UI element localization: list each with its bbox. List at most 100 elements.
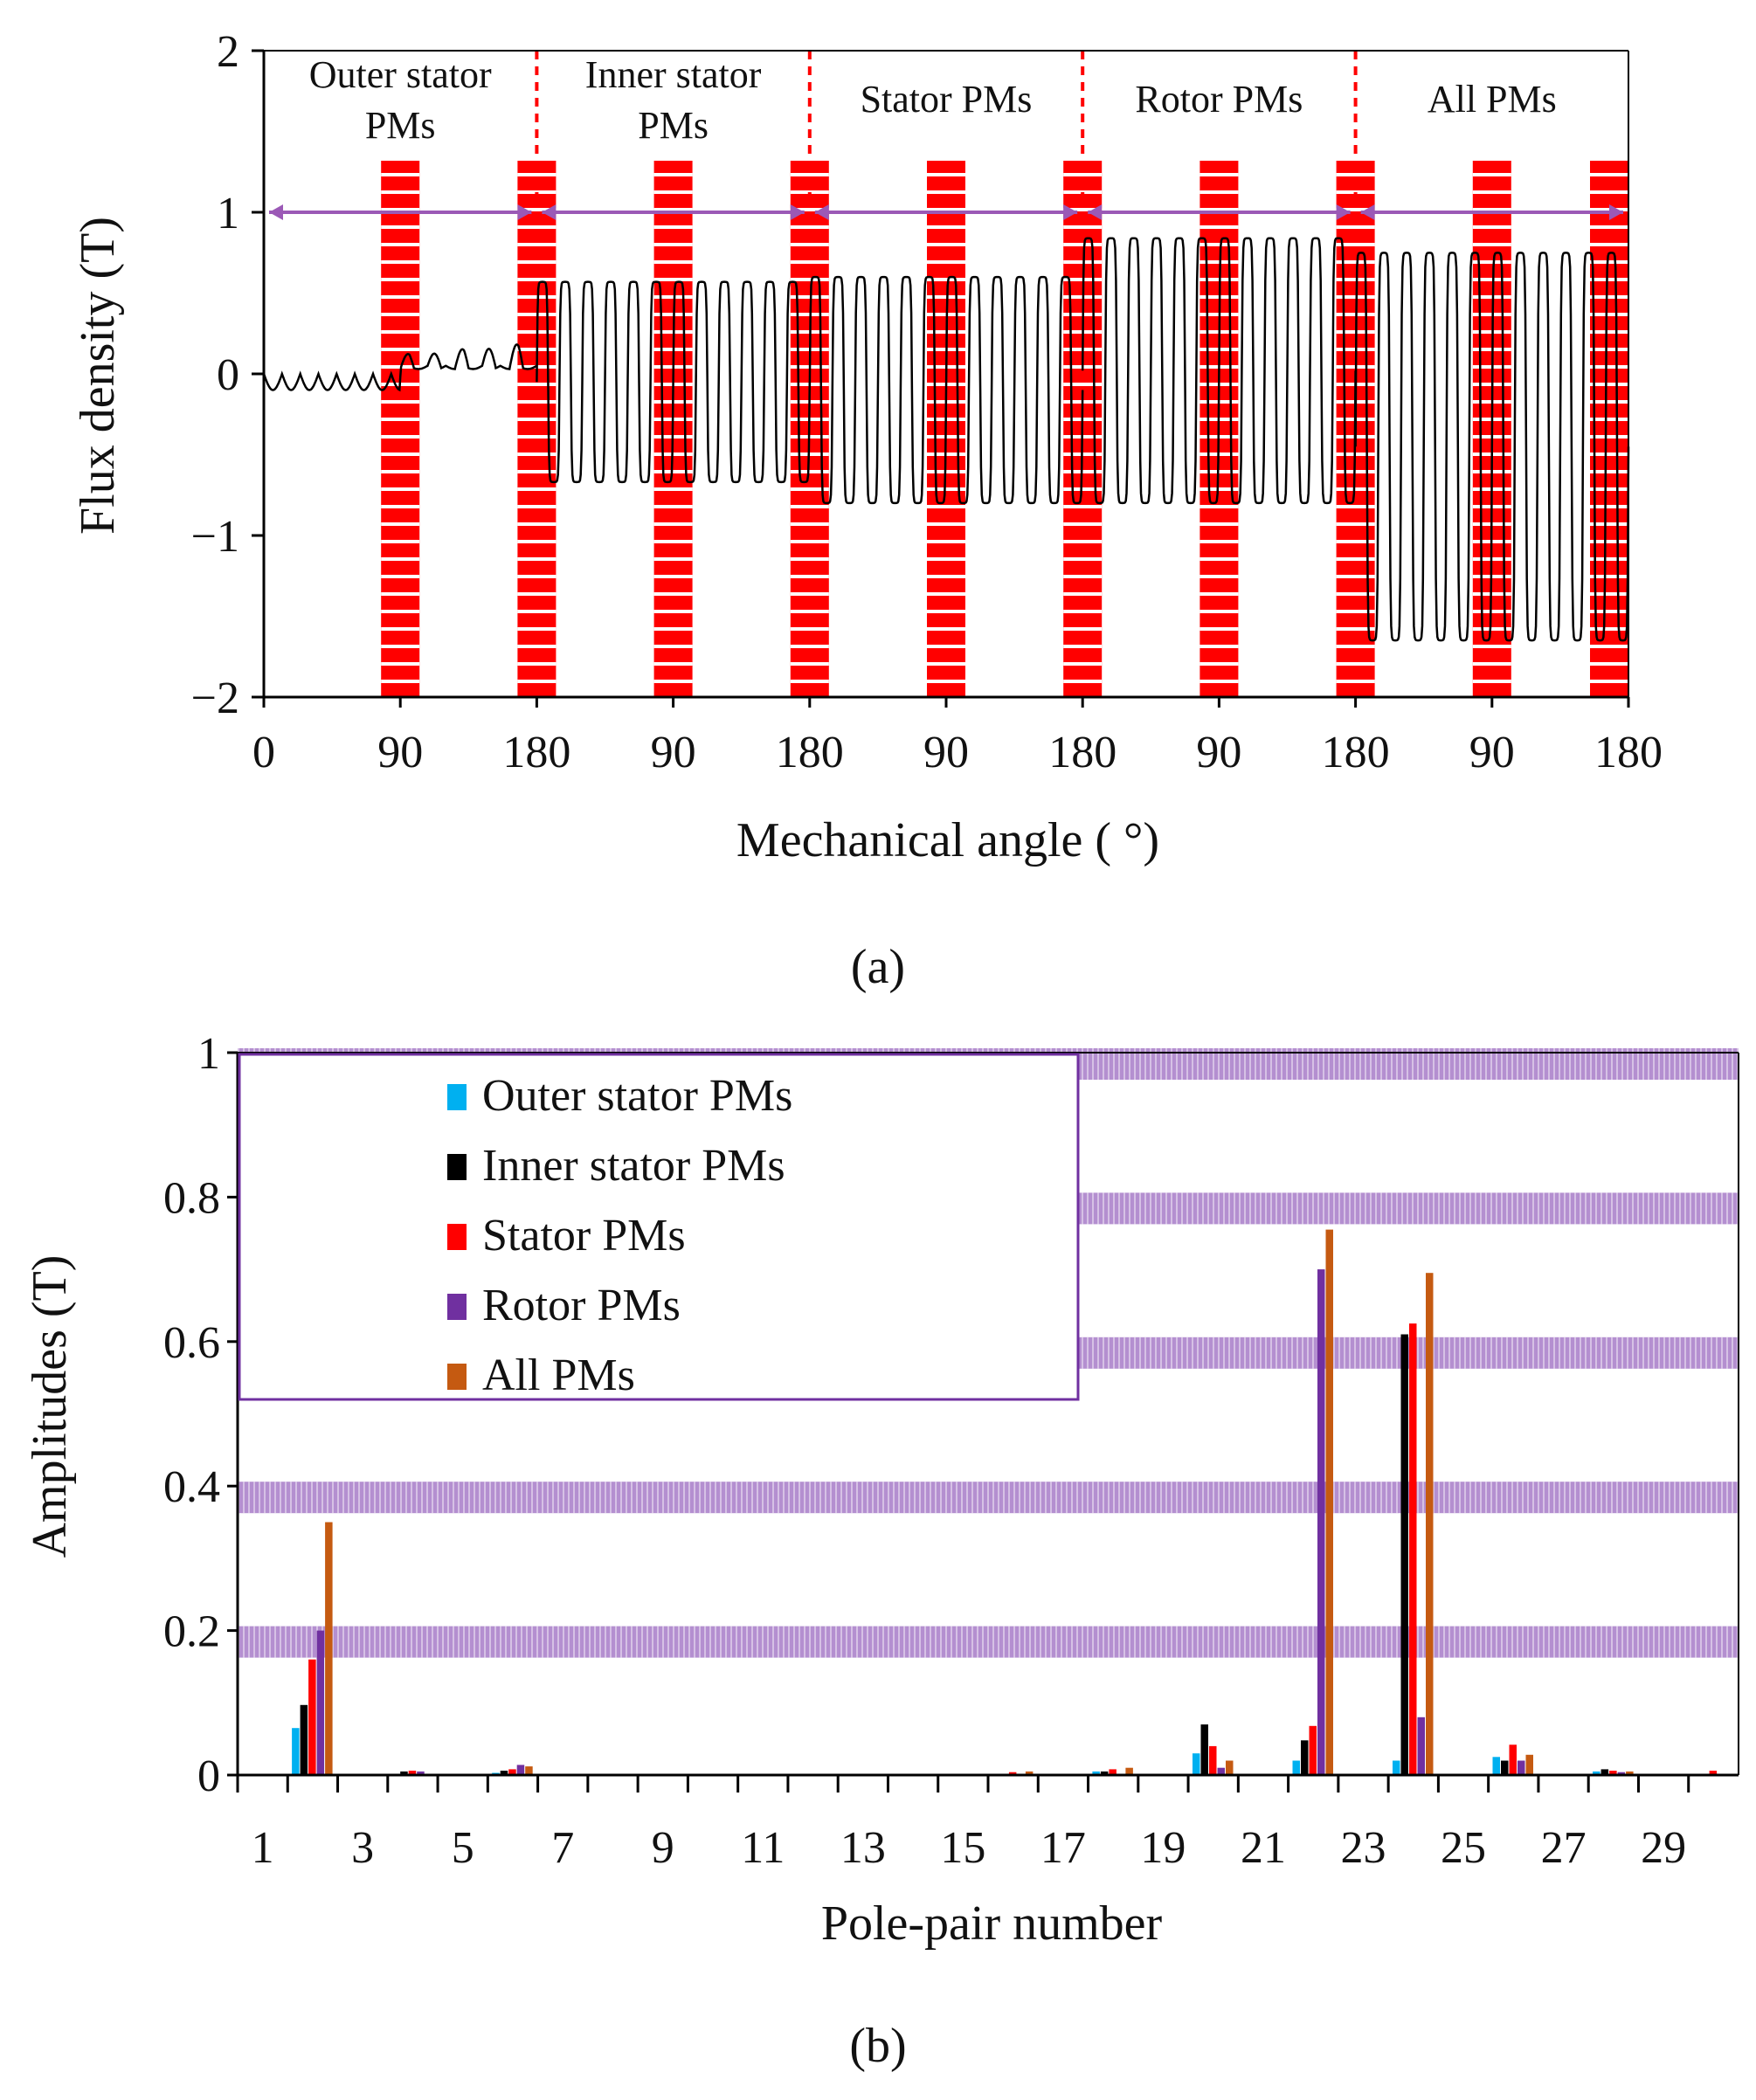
gridline-band-hatch	[1234, 1048, 1235, 1080]
gridline-band-hatch	[1066, 1482, 1068, 1514]
gridline-band-hatch	[474, 1626, 475, 1658]
gridline-band-hatch	[411, 1626, 412, 1658]
gridline-band-hatch	[1695, 1048, 1697, 1080]
gridline-band-hatch	[1108, 1337, 1110, 1369]
gridline-band-hatch	[1469, 1048, 1471, 1080]
highlight-band-stripe	[1590, 645, 1628, 648]
gridline-band-hatch	[584, 1482, 585, 1514]
gridline-band-hatch	[589, 1482, 591, 1514]
gridline-band-hatch	[1448, 1048, 1450, 1080]
highlight-band-stripe	[517, 243, 557, 246]
gridline-band-hatch	[1296, 1626, 1298, 1658]
gridline-band-hatch	[369, 1626, 370, 1658]
gridline-band-hatch	[1359, 1626, 1361, 1658]
bar	[400, 1771, 408, 1775]
gridline-band-hatch	[1176, 1192, 1178, 1225]
gridline-band-hatch	[1150, 1192, 1151, 1225]
gridline-band-hatch	[1711, 1482, 1712, 1514]
region-label: PMs	[638, 104, 709, 147]
gridline-band-hatch	[1296, 1337, 1298, 1369]
gridline-band-hatch	[1538, 1337, 1539, 1369]
gridline-band-hatch	[1097, 1337, 1099, 1369]
highlight-band-stripe	[1590, 225, 1628, 229]
highlight-band-stripe	[653, 295, 693, 299]
gridline-band-hatch	[783, 1626, 785, 1658]
gridline-band-hatch	[1627, 1048, 1628, 1080]
gridline-band-hatch	[1543, 1048, 1545, 1080]
gridline-band-hatch	[1296, 1482, 1298, 1514]
gridline-band-hatch	[814, 1482, 816, 1514]
gridline-band-hatch	[662, 1482, 664, 1514]
gridline-band-hatch	[1375, 1048, 1377, 1080]
gridline-band-hatch	[1679, 1048, 1681, 1080]
highlight-band-stripe	[1336, 278, 1375, 281]
gridline-band-hatch	[1705, 1192, 1707, 1225]
gridline-band-hatch	[1097, 1048, 1099, 1080]
panel-label-b: (b)	[849, 2019, 906, 2073]
gridline-band-hatch	[762, 1626, 764, 1658]
highlight-band-stripe	[1472, 260, 1511, 264]
gridline-band-hatch	[1071, 1626, 1073, 1658]
gridline-band-hatch	[1637, 1482, 1639, 1514]
gridline-band-hatch	[1165, 1048, 1167, 1080]
gridline-band-hatch	[751, 1626, 753, 1658]
gridline-band-hatch	[888, 1626, 889, 1658]
gridline-band-hatch	[1296, 1192, 1298, 1225]
gridline-band-hatch	[1611, 1482, 1613, 1514]
gridline-band-hatch	[1522, 1626, 1524, 1658]
gridline-band-hatch	[1637, 1048, 1639, 1080]
gridline-band-hatch	[1291, 1337, 1293, 1369]
highlight-band-stripe	[790, 610, 829, 613]
region-arrow-head	[1360, 204, 1375, 220]
gridline-band-hatch	[390, 1626, 391, 1658]
highlight-band-stripe	[927, 680, 965, 683]
gridline-band-hatch	[709, 1626, 711, 1658]
gridline-band-hatch	[1679, 1192, 1681, 1225]
harmonic-amplitude-chart: 10.80.60.40.20 1 3 5 7 9 11 13 15 17 19 21 23 25 27 29…	[23, 1029, 1739, 2073]
gridline-band-hatch	[1186, 1482, 1188, 1514]
gridline-band-hatch	[1338, 1048, 1340, 1080]
gridline-band-hatch	[778, 1482, 779, 1514]
gridline-band-hatch	[1532, 1048, 1534, 1080]
gridline-band-hatch	[1454, 1048, 1455, 1080]
gridline-band-hatch	[725, 1626, 727, 1658]
gridline-band-hatch	[746, 1626, 748, 1658]
gridline-band-hatch	[515, 1482, 517, 1514]
y-tick-label: 0.6	[163, 1318, 220, 1368]
gridline-band-hatch	[903, 1482, 905, 1514]
gridline-band-hatch	[1024, 1626, 1026, 1658]
gridline-band-hatch	[500, 1626, 501, 1658]
highlight-band-stripe	[790, 575, 829, 578]
highlight-band-stripe	[1590, 470, 1628, 473]
gridline-band-hatch	[1553, 1337, 1555, 1369]
highlight-band-stripe	[1590, 383, 1628, 386]
gridline-band-hatch	[1538, 1482, 1539, 1514]
gridline-band-hatch	[1606, 1048, 1607, 1080]
gridline-band-hatch	[1186, 1626, 1188, 1658]
highlight-band-fill	[381, 161, 420, 697]
gridline-band-hatch	[552, 1482, 554, 1514]
gridline-band-hatch	[1690, 1337, 1691, 1369]
gridline-band-hatch	[1422, 1482, 1424, 1514]
highlight-band-stripe	[653, 487, 693, 491]
gridline-band-hatch	[1611, 1626, 1613, 1658]
highlight-band-stripe	[381, 522, 420, 526]
gridline-band-hatch	[1396, 1048, 1398, 1080]
highlight-band-stripe	[653, 190, 693, 194]
gridline-band-hatch	[1469, 1626, 1471, 1658]
gridline-band-hatch	[1234, 1626, 1235, 1658]
gridline-band-hatch	[898, 1626, 900, 1658]
gridline-band-hatch	[1438, 1482, 1440, 1514]
region-arrow-head	[814, 204, 829, 220]
gridline-band-hatch	[379, 1626, 381, 1658]
gridline-band-hatch	[1490, 1482, 1492, 1514]
gridline-band-hatch	[1296, 1048, 1298, 1080]
gridline-band-hatch	[1501, 1048, 1503, 1080]
highlight-band-stripe	[381, 278, 420, 281]
gridline-band-hatch	[1375, 1482, 1377, 1514]
gridline-band-hatch	[311, 1482, 313, 1514]
gridline-band-hatch	[1700, 1626, 1702, 1658]
gridline-band-hatch	[426, 1482, 428, 1514]
gridline-band-hatch	[1055, 1626, 1057, 1658]
gridline-band-hatch	[395, 1626, 397, 1658]
